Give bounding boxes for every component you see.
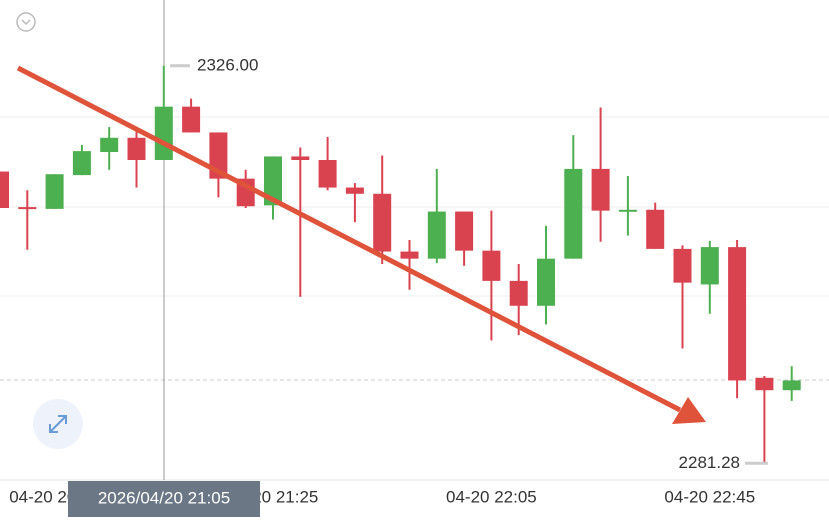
candle-body (400, 251, 419, 259)
candle-body (318, 160, 337, 188)
candle-body (182, 106, 201, 133)
crosshair-box (68, 481, 260, 517)
candle-body (728, 247, 747, 381)
candle-body (18, 207, 37, 210)
candle-body (373, 193, 392, 252)
trend-arrow (16, 65, 706, 424)
x-tick-label: 04-20 22:45 (664, 487, 755, 506)
high-label: 2326.00 (197, 55, 258, 74)
x-tick-label: 04-20 22:05 (446, 487, 537, 506)
candle-body (72, 151, 91, 176)
candle-body (291, 156, 310, 160)
candle-body (673, 248, 692, 283)
candle-body (427, 211, 446, 259)
candle-body (755, 377, 774, 391)
candle-body (591, 168, 610, 211)
candle-body (45, 174, 64, 209)
candle-body (127, 137, 146, 160)
candle-body (646, 209, 665, 249)
candle-body (264, 156, 282, 206)
candle-body (482, 250, 501, 281)
arrow-head (672, 397, 706, 424)
candle-body (700, 247, 719, 285)
candle-body (455, 211, 474, 251)
expand-icon (49, 415, 67, 433)
candle-body (509, 280, 528, 306)
low-label: 2281.28 (679, 453, 740, 472)
crosshair-label: 2026/04/20 21:05 (98, 488, 230, 507)
candle-body (100, 137, 119, 152)
dropdown-chevron (21, 19, 31, 26)
candle-body (154, 106, 173, 160)
candle-body (564, 168, 583, 259)
candles: 2326.00 2281.28 (0, 55, 801, 472)
candle-body (618, 209, 637, 212)
candle-body (0, 171, 9, 208)
arrow-shaft (16, 65, 682, 413)
candle-body (782, 380, 801, 391)
candle-body (345, 187, 364, 194)
candle-body (537, 258, 555, 306)
dropdown-icon[interactable] (16, 12, 36, 32)
